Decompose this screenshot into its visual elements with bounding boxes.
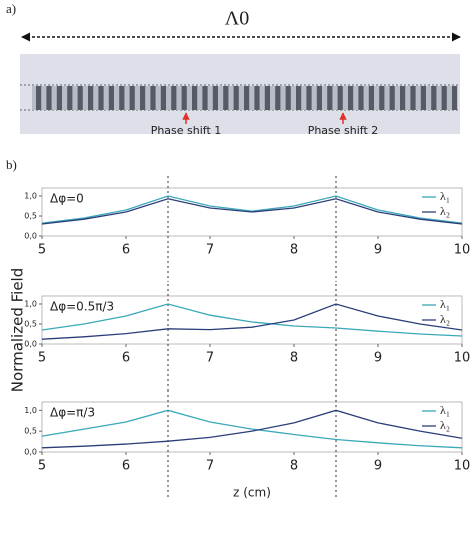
grating-bar <box>192 86 198 110</box>
y-tick-label: 1,0 <box>24 192 37 201</box>
grating-bar <box>264 86 270 110</box>
grating-bar <box>108 86 114 110</box>
x-tick-label: 10 <box>454 351 471 366</box>
grating <box>32 86 458 110</box>
grating-bar <box>56 86 62 110</box>
grating-bar <box>244 86 250 110</box>
grating-bar <box>129 86 135 110</box>
grating-bar <box>181 86 187 110</box>
x-tick-label: 6 <box>122 459 130 474</box>
grating-bar <box>119 86 125 110</box>
legend-label: λ₂ <box>440 418 450 432</box>
data-line <box>41 303 463 337</box>
grating-bar <box>212 86 218 110</box>
grating-bar <box>202 86 208 110</box>
grating-bar <box>275 86 281 110</box>
plot-frame <box>41 187 463 237</box>
y-tick-label: 0,5 <box>24 212 37 221</box>
y-tick-label: 0,0 <box>24 448 37 457</box>
grating-bar <box>420 86 426 110</box>
x-tick-label: 9 <box>374 243 382 258</box>
annotation: Δφ=0.5π/3 <box>50 300 114 314</box>
y-tick-label: 1,0 <box>24 300 37 309</box>
grating-bar <box>296 86 302 110</box>
grating-bar <box>254 86 260 110</box>
grating-bar <box>306 86 312 110</box>
x-tick-label: 7 <box>206 243 214 258</box>
legend-label: λ₁ <box>440 403 450 417</box>
plot-frame <box>41 295 463 345</box>
y-tick-label: 0,0 <box>24 232 37 241</box>
x-tick-label: 10 <box>454 459 471 474</box>
x-tick-label: 6 <box>122 243 130 258</box>
grating-bar <box>223 86 229 110</box>
legend-label: λ₁ <box>440 297 450 311</box>
legend-label: λ₂ <box>440 204 450 218</box>
annotation: Δφ=0 <box>50 192 84 206</box>
x-tick-label: 5 <box>38 351 46 366</box>
phase-label: Phase shift 2 <box>308 124 379 137</box>
x-tick-label: 8 <box>290 351 298 366</box>
plot-frame <box>41 401 463 453</box>
grating-bar <box>150 86 156 110</box>
legend-label: λ₁ <box>440 189 450 203</box>
y-tick-label: 0,5 <box>24 427 37 436</box>
data-line <box>41 409 463 449</box>
grating-bar <box>389 86 395 110</box>
x-tick-label: 8 <box>290 243 298 258</box>
grating-bar <box>358 86 364 110</box>
period-label: Λ0 <box>225 8 250 30</box>
grating-bar <box>368 86 374 110</box>
data-line <box>41 303 463 340</box>
grating-bar <box>98 86 104 110</box>
y-tick-label: 0,5 <box>24 320 37 329</box>
x-tick-label: 8 <box>290 459 298 474</box>
grating-bar <box>348 86 354 110</box>
x-tick-label: 7 <box>206 459 214 474</box>
y-tick-label: 0,0 <box>24 340 37 349</box>
x-tick-label: 7 <box>206 351 214 366</box>
grating-bar <box>285 86 291 110</box>
grating-bar <box>46 86 52 110</box>
grating-bar <box>400 86 406 110</box>
grating-bar <box>410 86 416 110</box>
grating-bar <box>327 86 333 110</box>
grating-bar <box>88 86 94 110</box>
grating-bar <box>316 86 322 110</box>
phase-label: Phase shift 1 <box>151 124 222 137</box>
x-tick-label: 5 <box>38 459 46 474</box>
grating-bar <box>431 86 437 110</box>
grating-bar <box>233 86 239 110</box>
grating-bar <box>67 86 73 110</box>
grating-bar <box>36 86 42 110</box>
grating-bar <box>337 86 343 110</box>
panel-label: a) <box>6 1 16 16</box>
y-axis-label: Normalized Field <box>9 268 27 392</box>
x-tick-label: 9 <box>374 351 382 366</box>
grating-bar <box>452 86 458 110</box>
grating-bar <box>171 86 177 110</box>
annotation: Δφ=π/3 <box>50 406 95 420</box>
panel-label: b) <box>6 157 17 172</box>
data-line <box>41 409 463 449</box>
y-tick-label: 1,0 <box>24 406 37 415</box>
x-tick-label: 9 <box>374 459 382 474</box>
x-tick-label: 10 <box>454 243 471 258</box>
grating-bar <box>140 86 146 110</box>
data-line <box>41 195 463 224</box>
x-tick-label: 6 <box>122 351 130 366</box>
grating-bar <box>441 86 447 110</box>
grating-bar <box>160 86 166 110</box>
legend-label: λ₂ <box>440 312 450 326</box>
x-axis-label: z (cm) <box>233 486 271 500</box>
grating-bar <box>77 86 83 110</box>
data-line <box>41 198 463 225</box>
grating-bar <box>379 86 385 110</box>
x-tick-label: 5 <box>38 243 46 258</box>
